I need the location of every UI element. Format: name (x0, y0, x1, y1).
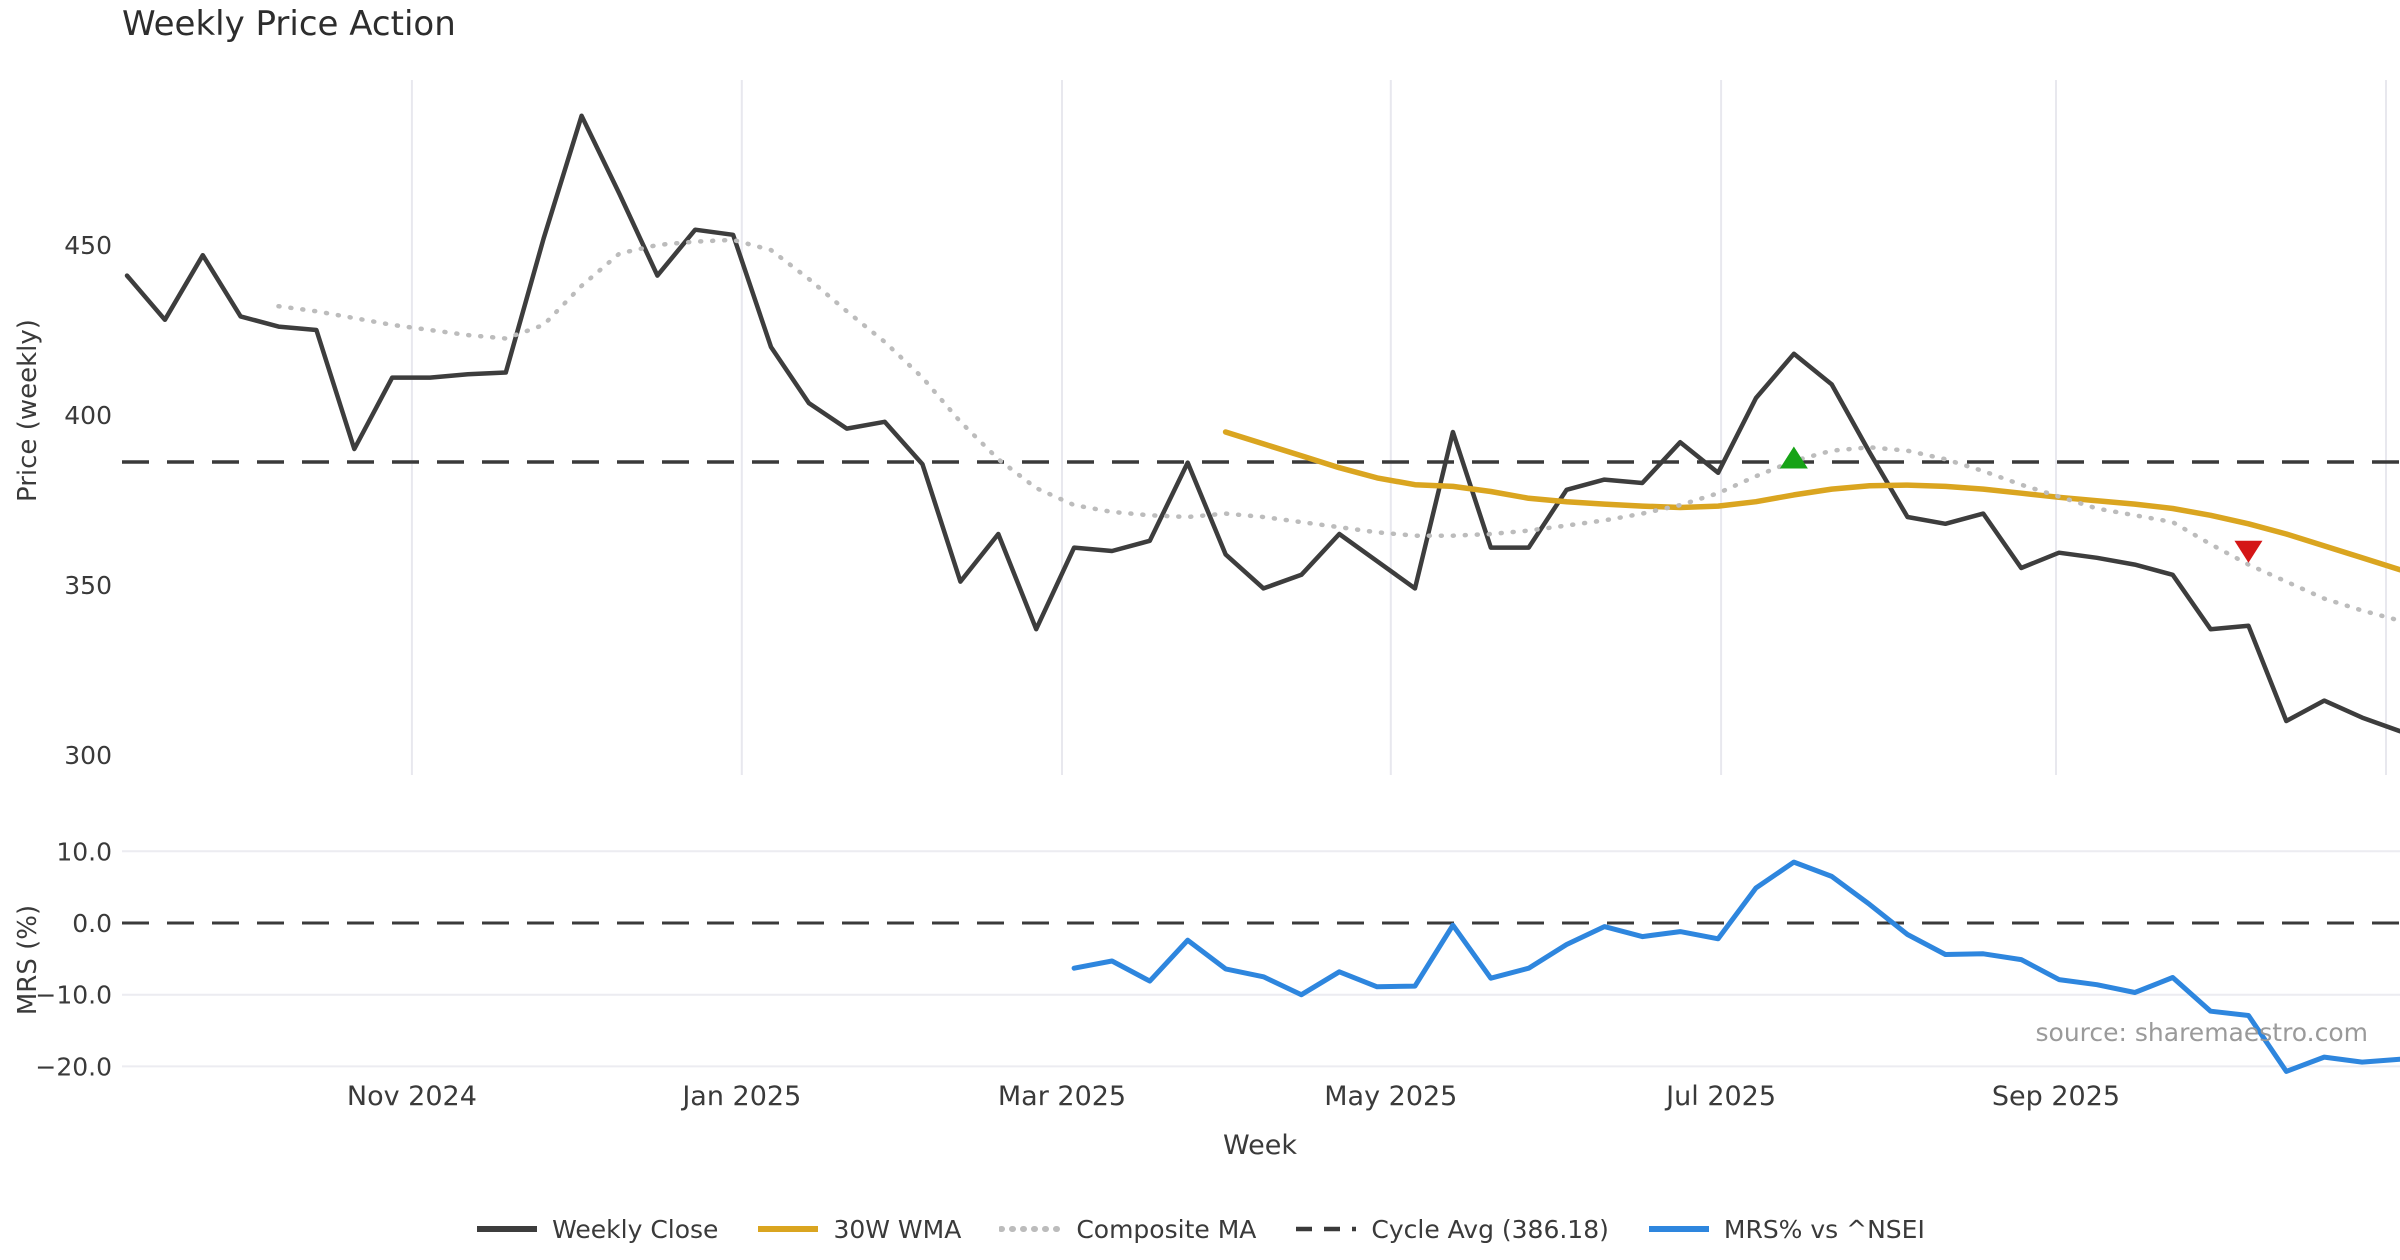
legend-item: Cycle Avg (386.18) (1294, 1215, 1609, 1244)
price-tick-label: 300 (64, 741, 112, 770)
price-tick-label: 350 (64, 571, 112, 600)
x-tick-label: Nov 2024 (347, 1081, 477, 1112)
mrs-tick-label: 10.0 (56, 837, 112, 866)
buy-signal-marker (1779, 446, 1808, 469)
x-tick-label: Sep 2025 (1992, 1081, 2120, 1112)
mrs-tick-label: −20.0 (35, 1052, 112, 1081)
price-axis-label: Price (weekly) (13, 319, 43, 502)
mrs-tick-label: 0.0 (72, 909, 112, 938)
price-tick-label: 450 (64, 231, 112, 260)
legend-swatch-dotted (999, 1226, 1064, 1232)
x-tick-label: Jan 2025 (680, 1081, 801, 1112)
chart-title: Weekly Price Action (122, 4, 456, 44)
source-watermark: source: sharemaestro.com (2035, 1018, 2369, 1047)
mrs-tick-label: −10.0 (35, 981, 112, 1010)
composite-ma-line (276, 237, 2400, 623)
legend-swatch-solid (758, 1226, 819, 1232)
week-axis-label: Week (1223, 1130, 1297, 1161)
legend-label: Composite MA (1076, 1214, 1257, 1244)
x-tick-label: May 2025 (1324, 1081, 1457, 1112)
legend-item: MRS% vs ^NSEI (1647, 1215, 1925, 1244)
x-tick-label: Jul 2025 (1664, 1081, 1776, 1112)
wma-30w-line (1222, 429, 2400, 573)
legend-swatch-solid (1648, 1226, 1709, 1232)
sell-signal-marker (2234, 540, 2263, 563)
x-tick-label: Mar 2025 (998, 1081, 1126, 1112)
legend-label: Weekly Close (552, 1214, 719, 1244)
weekly-close-line (124, 113, 2400, 734)
legend-item: 30W WMA (756, 1215, 961, 1244)
mrs-axis-label: MRS (%) (13, 904, 43, 1016)
legend-label: Cycle Avg (386.18) (1371, 1214, 1609, 1244)
legend-swatch-solid (477, 1226, 538, 1232)
legend-label: 30W WMA (833, 1214, 962, 1244)
price-tick-label: 400 (64, 401, 112, 430)
legend: Weekly Close 30W WMA Composite MA Cycle Avg… (0, 1204, 2400, 1254)
mrs-line (1071, 859, 2400, 1074)
legend-swatch-dashed (1296, 1226, 1357, 1232)
legend-item: Composite MA (999, 1215, 1256, 1244)
legend-item: Weekly Close (475, 1215, 718, 1244)
legend-label: MRS% vs ^NSEI (1723, 1214, 1925, 1244)
